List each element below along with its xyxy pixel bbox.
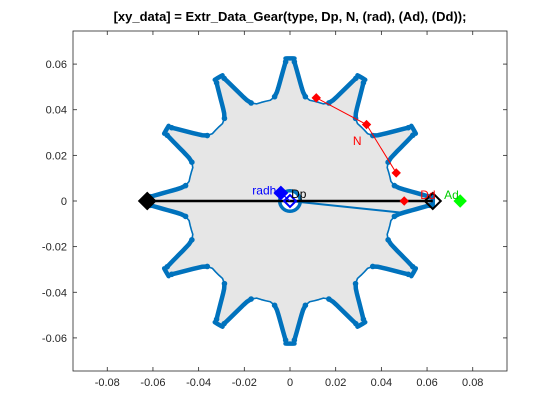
annotation-n: N (353, 134, 362, 148)
gear-tooth-tip (212, 73, 225, 83)
bore-radius-marker (273, 185, 289, 201)
gear-flank-start-marker (271, 93, 278, 100)
gear-flank-start-marker (271, 302, 278, 309)
n-count-marker (361, 119, 372, 130)
annotation-ad: Ad (444, 188, 459, 202)
gear-flank-start-marker (369, 263, 376, 270)
gear-flank-start-marker (221, 115, 228, 122)
pitch-radius-line (289, 200, 404, 214)
x-tick-label: 0.06 (416, 377, 437, 389)
gear-flank-start-marker (326, 296, 332, 302)
bore-radius-marker (282, 193, 298, 209)
gear-tooth-flank (292, 303, 308, 343)
gear-flank-start-marker (352, 115, 359, 122)
gear-tooth-flank (169, 264, 210, 277)
annotation-dd: Dd (420, 188, 435, 202)
gear-tooth-flank (214, 281, 227, 322)
gear-tooth-flank (221, 296, 254, 326)
gear-tooth-flank (164, 132, 195, 165)
gear-flank-start-marker (182, 213, 189, 220)
gear-tooth-flank (221, 76, 254, 106)
gear-tooth-flank (370, 125, 411, 138)
axes-ticks: -0.08 -0.06 -0.04 -0.02 0 0.02 0.04 0.06 0.08 0.0… (42, 31, 507, 389)
gear-tooth-tip (161, 266, 171, 279)
gear-tooth-tip (355, 319, 368, 329)
gear-flank-start-marker (385, 237, 391, 243)
y-tick-label: 0.06 (46, 59, 67, 71)
gear-flank-start-marker (391, 182, 398, 189)
y-tick-label: 0.02 (46, 150, 67, 162)
y-tick-label: 0.04 (46, 105, 67, 117)
gear-tooth-flank (353, 281, 366, 322)
gear-tooth-flank (385, 132, 416, 165)
annotation-dp: Dp (291, 187, 307, 201)
gear-tooth-flank (292, 59, 308, 99)
gear-tooth-tip (355, 73, 368, 83)
gear-tooth-tip (212, 319, 225, 329)
gear-tooth-flank (353, 80, 366, 121)
gear-flank-start-marker (302, 93, 309, 100)
gear-tooth-flank (370, 264, 411, 277)
x-tick-label: -0.04 (186, 377, 211, 389)
gear-tooth-flank (385, 237, 416, 270)
diameter-marker (137, 191, 157, 211)
gear-tooth-tip (409, 123, 419, 136)
gear-tooth-flank (272, 59, 288, 99)
y-tick-label: 0 (61, 196, 67, 208)
gear-flank-start-marker (221, 280, 228, 287)
y-tick-label: -0.04 (42, 287, 67, 299)
gear-flank-start-marker (391, 213, 398, 220)
gear-tooth-flank (169, 125, 210, 138)
x-tick-label: 0.04 (371, 377, 392, 389)
gear-tooth-flank (326, 76, 359, 106)
gear-flank-start-marker (302, 302, 309, 309)
gear-tooth-tip (409, 266, 419, 279)
x-tick-label: -0.08 (95, 377, 120, 389)
x-tick-label: -0.02 (232, 377, 257, 389)
annotation-radh: radh (252, 184, 276, 198)
gear-flank-start-marker (189, 237, 195, 243)
n-count-marker (391, 168, 401, 178)
x-tick-label: -0.06 (140, 377, 165, 389)
gear-tooth-flank (148, 203, 188, 219)
gear-flank-start-marker (204, 132, 211, 139)
gear-flank-start-marker (248, 100, 254, 106)
x-tick-label: 0.08 (462, 377, 483, 389)
gear-tooth-flank (214, 80, 227, 121)
x-tick-label: 0.02 (325, 377, 346, 389)
gear-tooth-flank (392, 203, 432, 219)
gear-flank-start-marker (248, 296, 254, 302)
y-tick-label: -0.06 (42, 333, 67, 345)
y-tick-label: -0.02 (42, 242, 67, 254)
ad-marker (453, 194, 467, 208)
gear-tooth-flank (164, 237, 195, 270)
gear-flank-start-marker (182, 182, 189, 189)
gear-tooth-flank (392, 183, 432, 199)
x-tick-label: 0 (287, 377, 293, 389)
n-count-marker (311, 93, 321, 103)
gear-tooth-flank (272, 303, 288, 343)
gear-tooth-flank (148, 183, 188, 199)
gear-tooth-flank (326, 296, 359, 326)
gear-flank-start-marker (204, 263, 211, 270)
dd-marker (399, 196, 409, 206)
gear-flank-start-marker (352, 280, 359, 287)
gear-flank-start-marker (369, 132, 376, 139)
chart-title: [xy_data] = Extr_Data_Gear(type, Dp, N, … (114, 9, 467, 24)
gear-tooth-tip (161, 123, 171, 136)
gear-flank-start-marker (189, 159, 195, 165)
diameter-marker (423, 191, 443, 211)
